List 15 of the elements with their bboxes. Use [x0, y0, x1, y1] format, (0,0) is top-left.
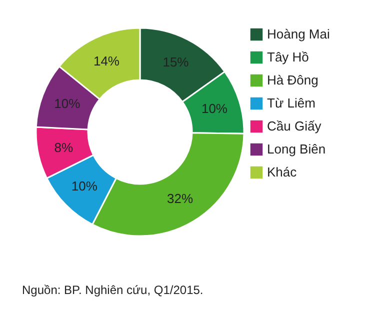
data-label: 8%	[54, 140, 74, 155]
data-label: 15%	[162, 54, 190, 70]
legend-label: Hà Đông	[267, 72, 318, 88]
data-label: 10%	[201, 100, 228, 116]
legend-label: Khác	[267, 164, 298, 180]
legend-label: Từ Liêm	[267, 96, 316, 110]
legend-label: Cầu Giấy	[267, 118, 322, 134]
data-label: 10%	[71, 178, 98, 194]
text: Nguồn: BP. Nghiên cứu, Q1/2015.	[22, 283, 204, 297]
legend-label: Long Biên	[267, 142, 326, 156]
legend-label: Hoàng Mai	[267, 26, 330, 42]
data-label: 32%	[167, 190, 194, 206]
data-label: 14%	[93, 54, 120, 69]
legend-label: Tây Hồ	[267, 50, 309, 64]
data-label: 10%	[54, 96, 81, 112]
